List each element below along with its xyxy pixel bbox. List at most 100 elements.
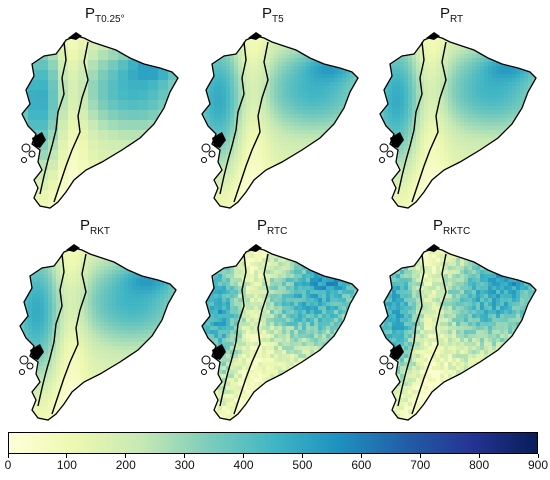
island-shape (379, 157, 385, 163)
country-border (201, 247, 359, 421)
colorbar-tick-mark (478, 454, 480, 458)
island-shape (21, 157, 27, 163)
precipitation-field (202, 248, 358, 420)
map-panel-t025 (4, 20, 184, 220)
northern-border-patch (426, 244, 440, 252)
andes-east-boundary (411, 253, 447, 415)
panel-title-subscript: RTC (267, 226, 288, 237)
precipitation-field (380, 36, 536, 208)
country-border (19, 247, 177, 421)
island-shape (19, 355, 29, 365)
colorbar-tick-mark (243, 454, 245, 458)
gulf-shape (390, 132, 404, 148)
gulf-shape (212, 344, 226, 360)
panel-title: PRTC (257, 217, 287, 237)
island-shape (28, 150, 36, 158)
panel-title-base: P (80, 217, 91, 234)
panel-title-subscript: RKTC (443, 226, 471, 237)
panel-title-base: P (440, 5, 451, 22)
colorbar-tick-label: 700 (410, 458, 431, 472)
panel-title: PRKTC (433, 217, 470, 237)
island-shape (19, 369, 25, 375)
northern-border-patch (248, 32, 262, 40)
colorbar-tick-label: 400 (233, 458, 254, 472)
panel-title-subscript: T5 (272, 14, 284, 25)
island-shape (201, 143, 211, 153)
colorbar-tick-label: 0 (4, 458, 12, 472)
gulf-shape (30, 344, 44, 360)
island-shape (386, 150, 394, 158)
island-shape (379, 369, 385, 375)
panel-title-subscript: RT (450, 14, 464, 25)
island-shape (386, 362, 394, 370)
map-panel-t5 (184, 20, 364, 220)
colorbar-tick-label: 100 (56, 458, 77, 472)
andes-west-boundary (397, 253, 425, 407)
colorbar-tick-label: 600 (351, 458, 372, 472)
andes-east-boundary (53, 41, 89, 203)
colorbar-tick-mark (7, 454, 9, 458)
country-border (379, 247, 537, 421)
panel-title-base: P (262, 5, 273, 22)
colorbar-tick-label: 200 (115, 458, 136, 472)
colorbar-tick-mark (360, 454, 362, 458)
island-shape (379, 355, 389, 365)
colorbar-tick-label: 500 (292, 458, 313, 472)
island-shape (201, 369, 207, 375)
map-panel-rkt (2, 232, 182, 432)
andes-east-boundary (233, 253, 269, 415)
colorbar (8, 432, 538, 454)
island-shape (208, 362, 216, 370)
island-shape (26, 362, 34, 370)
gulf-shape (32, 132, 46, 148)
colorbar-tick-mark (125, 454, 127, 458)
country-border (201, 35, 359, 209)
andes-west-boundary (397, 41, 425, 195)
northern-border-patch (248, 244, 262, 252)
andes-east-boundary (233, 41, 269, 203)
country-border (379, 35, 537, 209)
andes-east-boundary (411, 41, 447, 203)
island-shape (208, 150, 216, 158)
panel-title: PT0.25° (85, 5, 125, 25)
panel-title-subscript: T0.25° (95, 14, 125, 25)
gulf-shape (212, 132, 226, 148)
island-shape (379, 143, 389, 153)
country-border (21, 35, 179, 209)
northern-border-patch (426, 32, 440, 40)
panel-title-base: P (257, 217, 268, 234)
map-panel-rtc (184, 232, 364, 432)
colorbar-tick-label: 900 (527, 458, 549, 472)
andes-west-boundary (37, 253, 65, 407)
colorbar-tick-mark (66, 454, 68, 458)
northern-border-patch (66, 244, 80, 252)
island-shape (201, 157, 207, 163)
map-panel-rktc (362, 232, 542, 432)
panel-title: PRT (440, 5, 463, 25)
island-shape (21, 143, 31, 153)
colorbar-tick-mark (184, 454, 186, 458)
andes-west-boundary (219, 41, 247, 195)
colorbar-tick-mark (419, 454, 421, 458)
andes-west-boundary (219, 253, 247, 407)
panel-title-subscript: RKT (90, 226, 111, 237)
gulf-shape (390, 344, 404, 360)
precipitation-field (380, 248, 536, 420)
panel-title: PT5 (262, 5, 284, 25)
panel-title-base: P (433, 217, 444, 234)
andes-east-boundary (51, 253, 87, 415)
colorbar-tick-label: 300 (174, 458, 195, 472)
colorbar-tick-mark (537, 454, 539, 458)
colorbar-tick-mark (301, 454, 303, 458)
northern-border-patch (68, 32, 82, 40)
precipitation-field (202, 36, 358, 208)
island-shape (201, 355, 211, 365)
precipitation-field (20, 248, 176, 420)
precipitation-field (22, 36, 178, 208)
panel-title: PRKT (80, 217, 110, 237)
panel-title-base: P (85, 5, 96, 22)
andes-west-boundary (39, 41, 67, 195)
map-panel-rt (362, 20, 542, 220)
colorbar-tick-label: 800 (469, 458, 490, 472)
